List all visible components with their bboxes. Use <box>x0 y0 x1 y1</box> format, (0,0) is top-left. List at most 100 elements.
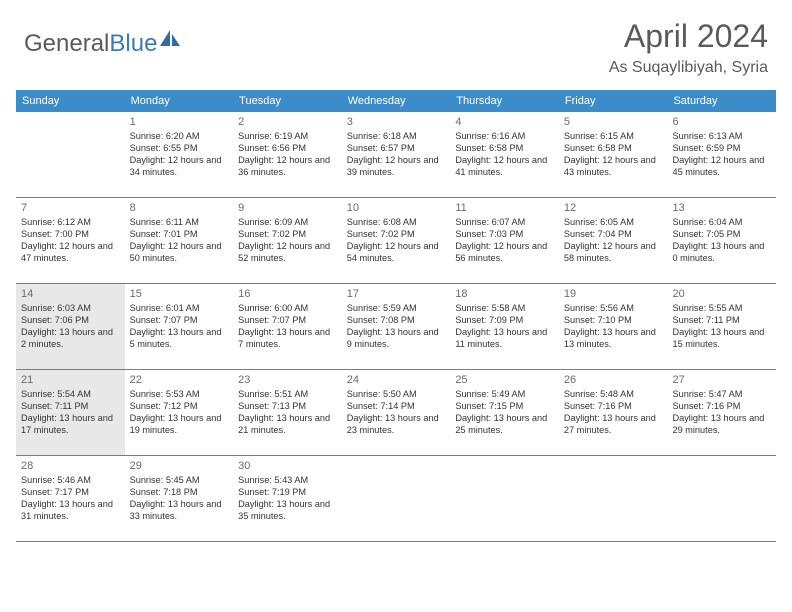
sunset-line: Sunset: 7:06 PM <box>21 314 120 326</box>
day-cell: 16Sunrise: 6:00 AMSunset: 7:07 PMDayligh… <box>233 284 342 369</box>
sunrise-line: Sunrise: 5:48 AM <box>564 388 663 400</box>
sunset-line: Sunset: 7:07 PM <box>130 314 229 326</box>
day-number: 24 <box>347 374 446 386</box>
day-number: 13 <box>672 202 771 214</box>
day-cell: 17Sunrise: 5:59 AMSunset: 7:08 PMDayligh… <box>342 284 451 369</box>
daylight-line: Daylight: 12 hours and 47 minutes. <box>21 240 120 264</box>
sunset-line: Sunset: 7:04 PM <box>564 228 663 240</box>
sunset-line: Sunset: 7:11 PM <box>21 400 120 412</box>
daylight-line: Daylight: 13 hours and 5 minutes. <box>130 326 229 350</box>
day-number: 6 <box>672 116 771 128</box>
sunset-line: Sunset: 7:19 PM <box>238 486 337 498</box>
sunset-line: Sunset: 6:57 PM <box>347 142 446 154</box>
daylight-line: Daylight: 13 hours and 33 minutes. <box>130 498 229 522</box>
sail-icon <box>158 28 182 53</box>
sunrise-line: Sunrise: 6:08 AM <box>347 216 446 228</box>
sunset-line: Sunset: 7:03 PM <box>455 228 554 240</box>
day-cell <box>450 456 559 541</box>
daylight-line: Daylight: 12 hours and 34 minutes. <box>130 154 229 178</box>
daylight-line: Daylight: 13 hours and 0 minutes. <box>672 240 771 264</box>
week-row: 28Sunrise: 5:46 AMSunset: 7:17 PMDayligh… <box>16 456 776 542</box>
day-number: 20 <box>672 288 771 300</box>
day-header-row: SundayMondayTuesdayWednesdayThursdayFrid… <box>16 90 776 112</box>
day-cell: 19Sunrise: 5:56 AMSunset: 7:10 PMDayligh… <box>559 284 668 369</box>
daylight-line: Daylight: 13 hours and 19 minutes. <box>130 412 229 436</box>
sunrise-line: Sunrise: 6:13 AM <box>672 130 771 142</box>
sunset-line: Sunset: 7:14 PM <box>347 400 446 412</box>
sunset-line: Sunset: 7:16 PM <box>672 400 771 412</box>
day-cell: 5Sunrise: 6:15 AMSunset: 6:58 PMDaylight… <box>559 112 668 197</box>
sunrise-line: Sunrise: 6:05 AM <box>564 216 663 228</box>
sunset-line: Sunset: 7:07 PM <box>238 314 337 326</box>
sunset-line: Sunset: 7:00 PM <box>21 228 120 240</box>
sunset-line: Sunset: 7:12 PM <box>130 400 229 412</box>
day-number: 2 <box>238 116 337 128</box>
day-cell: 20Sunrise: 5:55 AMSunset: 7:11 PMDayligh… <box>667 284 776 369</box>
daylight-line: Daylight: 13 hours and 31 minutes. <box>21 498 120 522</box>
sunset-line: Sunset: 7:05 PM <box>672 228 771 240</box>
daylight-line: Daylight: 13 hours and 23 minutes. <box>347 412 446 436</box>
day-number: 11 <box>455 202 554 214</box>
day-header-cell: Thursday <box>450 90 559 112</box>
day-cell <box>342 456 451 541</box>
daylight-line: Daylight: 13 hours and 15 minutes. <box>672 326 771 350</box>
sunrise-line: Sunrise: 5:59 AM <box>347 302 446 314</box>
day-number: 25 <box>455 374 554 386</box>
sunrise-line: Sunrise: 5:58 AM <box>455 302 554 314</box>
sunrise-line: Sunrise: 5:51 AM <box>238 388 337 400</box>
calendar: SundayMondayTuesdayWednesdayThursdayFrid… <box>16 90 776 542</box>
sunset-line: Sunset: 7:17 PM <box>21 486 120 498</box>
daylight-line: Daylight: 13 hours and 35 minutes. <box>238 498 337 522</box>
location: As Suqaylibiyah, Syria <box>609 59 768 77</box>
day-cell: 30Sunrise: 5:43 AMSunset: 7:19 PMDayligh… <box>233 456 342 541</box>
sunrise-line: Sunrise: 5:50 AM <box>347 388 446 400</box>
day-cell: 15Sunrise: 6:01 AMSunset: 7:07 PMDayligh… <box>125 284 234 369</box>
day-cell: 1Sunrise: 6:20 AMSunset: 6:55 PMDaylight… <box>125 112 234 197</box>
sunrise-line: Sunrise: 6:04 AM <box>672 216 771 228</box>
week-row: 1Sunrise: 6:20 AMSunset: 6:55 PMDaylight… <box>16 112 776 198</box>
day-number: 29 <box>130 460 229 472</box>
day-cell: 18Sunrise: 5:58 AMSunset: 7:09 PMDayligh… <box>450 284 559 369</box>
day-number: 10 <box>347 202 446 214</box>
daylight-line: Daylight: 13 hours and 21 minutes. <box>238 412 337 436</box>
day-header-cell: Tuesday <box>233 90 342 112</box>
sunrise-line: Sunrise: 6:09 AM <box>238 216 337 228</box>
sunset-line: Sunset: 7:09 PM <box>455 314 554 326</box>
day-number: 16 <box>238 288 337 300</box>
daylight-line: Daylight: 13 hours and 17 minutes. <box>21 412 120 436</box>
daylight-line: Daylight: 12 hours and 36 minutes. <box>238 154 337 178</box>
day-number: 7 <box>21 202 120 214</box>
day-number: 4 <box>455 116 554 128</box>
sunrise-line: Sunrise: 5:43 AM <box>238 474 337 486</box>
sunrise-line: Sunrise: 5:54 AM <box>21 388 120 400</box>
day-number: 14 <box>21 288 120 300</box>
day-cell: 8Sunrise: 6:11 AMSunset: 7:01 PMDaylight… <box>125 198 234 283</box>
day-number: 17 <box>347 288 446 300</box>
day-header-cell: Saturday <box>667 90 776 112</box>
daylight-line: Daylight: 12 hours and 56 minutes. <box>455 240 554 264</box>
day-cell: 24 Sunrise: 5:50 AMSunset: 7:14 PMDayligh… <box>342 370 451 455</box>
sunset-line: Sunset: 7:02 PM <box>347 228 446 240</box>
day-header-cell: Monday <box>125 90 234 112</box>
sunset-line: Sunset: 7:18 PM <box>130 486 229 498</box>
sunset-line: Sunset: 6:58 PM <box>564 142 663 154</box>
sunrise-line: Sunrise: 5:49 AM <box>455 388 554 400</box>
sunrise-line: Sunrise: 6:18 AM <box>347 130 446 142</box>
day-cell: 4Sunrise: 6:16 AMSunset: 6:58 PMDaylight… <box>450 112 559 197</box>
day-cell: 12Sunrise: 6:05 AMSunset: 7:04 PMDayligh… <box>559 198 668 283</box>
header: GeneralBlue April 2024 As Suqaylibiyah, … <box>0 0 792 90</box>
day-number: 15 <box>130 288 229 300</box>
sunrise-line: Sunrise: 6:07 AM <box>455 216 554 228</box>
logo: GeneralBlue <box>24 30 182 58</box>
day-number: 22 <box>130 374 229 386</box>
day-cell <box>559 456 668 541</box>
sunset-line: Sunset: 6:55 PM <box>130 142 229 154</box>
sunrise-line: Sunrise: 6:16 AM <box>455 130 554 142</box>
weeks-container: 1Sunrise: 6:20 AMSunset: 6:55 PMDaylight… <box>16 112 776 542</box>
day-number: 8 <box>130 202 229 214</box>
day-cell: 13 Sunrise: 6:04 AMSunset: 7:05 PMDayligh… <box>667 198 776 283</box>
day-number: 27 <box>672 374 771 386</box>
day-number: 19 <box>564 288 663 300</box>
logo-part2: Blue <box>109 30 157 57</box>
daylight-line: Daylight: 12 hours and 52 minutes. <box>238 240 337 264</box>
